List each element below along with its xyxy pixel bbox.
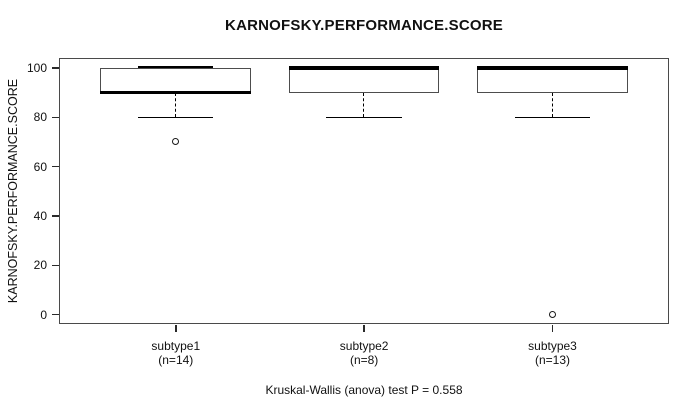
- y-tick-label: 0: [40, 307, 47, 322]
- group-n-label: (n=8): [349, 352, 379, 367]
- y-tick-label: 20: [33, 258, 47, 273]
- x-tick-mark: [175, 324, 177, 332]
- whisker-cap-lower: [514, 116, 591, 119]
- x-tick-mark: [363, 324, 365, 332]
- whisker-cap-lower: [326, 116, 402, 119]
- x-category-label: subtype2 (n=8): [299, 339, 429, 367]
- y-tick-mark: [51, 165, 59, 168]
- y-tick-label: 40: [33, 208, 47, 223]
- y-tick-mark: [51, 264, 59, 267]
- whisker-line: [363, 92, 365, 118]
- median-line: [288, 66, 440, 70]
- group-n-label: (n=14): [158, 352, 194, 367]
- chart-title: KARNOFSKY.PERFORMANCE.SCORE: [225, 17, 503, 34]
- x-category-label: subtype1 (n=14): [111, 339, 241, 367]
- median-line: [477, 66, 628, 70]
- whisker-line: [551, 92, 553, 118]
- group-name-label: subtype3: [528, 339, 577, 353]
- whisker-line: [175, 92, 177, 118]
- group-n-label: (n=13): [534, 352, 571, 367]
- boxplot-box: [100, 67, 252, 93]
- boxplot-box: [477, 67, 628, 93]
- y-tick-label: 80: [33, 110, 47, 125]
- whisker-cap-upper: [138, 66, 214, 68]
- x-category-label: subtype3 (n=13): [488, 339, 618, 367]
- y-tick-mark: [51, 67, 59, 69]
- group-name-label: subtype2: [339, 339, 389, 353]
- y-tick-mark: [51, 313, 59, 316]
- stat-test-caption: Kruskal-Wallis (anova) test P = 0.558: [265, 383, 463, 397]
- y-tick-label: 100: [26, 60, 47, 75]
- group-name-label: subtype1: [151, 339, 201, 353]
- outlier-point: [549, 311, 556, 319]
- y-tick-mark: [51, 215, 59, 217]
- whisker-cap-lower: [138, 116, 214, 119]
- outlier-point: [172, 138, 180, 146]
- x-tick-mark: [551, 324, 554, 332]
- median-line: [100, 90, 252, 95]
- y-tick-mark: [51, 116, 59, 119]
- boxplot-box: [288, 67, 440, 93]
- y-tick-label: 60: [33, 159, 47, 174]
